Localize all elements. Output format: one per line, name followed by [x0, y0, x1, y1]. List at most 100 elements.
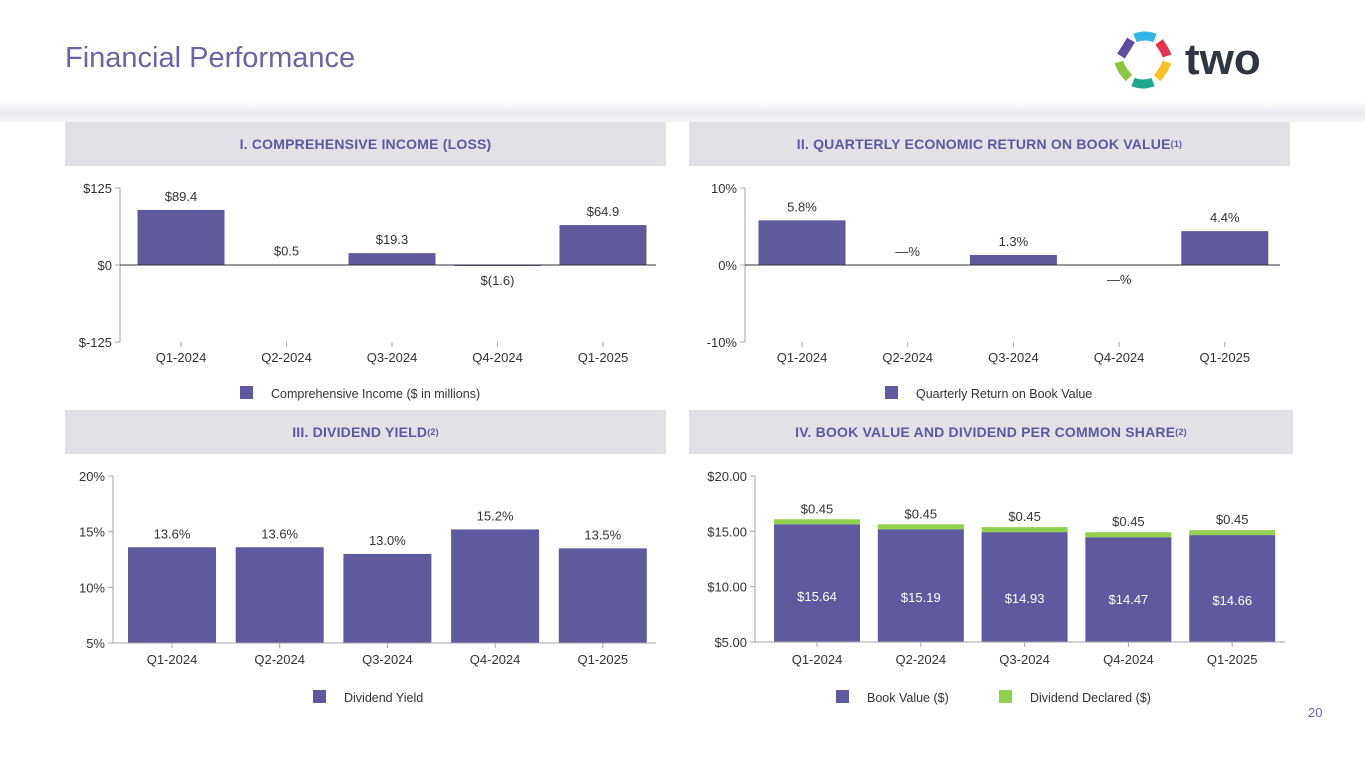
panel-header-comprehensive-income: I. COMPREHENSIVE INCOME (LOSS) — [65, 122, 666, 166]
x-tick-label: Q1-2024 — [792, 652, 843, 667]
bar-q3-2024 — [981, 532, 1068, 642]
x-tick-label: Q2-2024 — [261, 350, 312, 365]
panel-title: III. DIVIDEND YIELD — [292, 424, 428, 440]
y-tick-label: $5.00 — [714, 635, 747, 650]
panel-title: I. COMPREHENSIVE INCOME (LOSS) — [239, 136, 492, 152]
dividend-data-label: $0.45 — [1008, 509, 1041, 524]
company-logo: two — [1114, 31, 1261, 89]
legend-swatch — [313, 690, 326, 703]
x-tick-label: Q2-2024 — [882, 350, 933, 365]
y-tick-label: $125 — [83, 181, 112, 196]
x-tick-label: Q4-2024 — [472, 350, 523, 365]
data-label: 13.0% — [369, 533, 406, 548]
panel-title: IV. BOOK VALUE AND DIVIDEND PER COMMON S… — [795, 424, 1176, 440]
data-label: 4.4% — [1210, 210, 1240, 225]
bar-q3-2024 — [969, 254, 1057, 265]
panel-header-dividend-yield: III. DIVIDEND YIELD (2) — [65, 410, 666, 454]
x-tick-label: Q2-2024 — [254, 652, 305, 667]
footnote-ref: (2) — [1175, 427, 1187, 437]
x-tick-label: Q1-2025 — [578, 652, 629, 667]
bar-q1-2024 — [774, 524, 860, 642]
data-label: —% — [1107, 272, 1132, 287]
x-tick-label: Q1-2025 — [578, 350, 629, 365]
bar-q1-2024 — [128, 547, 216, 643]
dividend-data-label: $0.45 — [905, 506, 938, 521]
data-label: —% — [895, 244, 920, 259]
legend-label: Dividend Declared ($) — [1030, 691, 1151, 705]
data-label: 1.3% — [999, 234, 1029, 249]
dividend-data-label: $0.45 — [1112, 514, 1145, 529]
x-tick-label: Q2-2024 — [896, 652, 947, 667]
book-value-data-label: $14.47 — [1109, 592, 1149, 607]
dividend-bar-q2-2024 — [877, 524, 964, 530]
legend-swatch — [885, 386, 898, 399]
x-tick-label: Q1-2024 — [777, 350, 828, 365]
bar-q2-2024 — [877, 529, 964, 642]
data-label: 15.2% — [477, 508, 514, 523]
y-tick-label: 15% — [79, 525, 105, 540]
y-tick-label: 10% — [711, 181, 737, 196]
book-value-data-label: $15.64 — [797, 589, 837, 604]
legend-swatch — [999, 690, 1012, 703]
x-tick-label: Q3-2024 — [999, 652, 1050, 667]
dividend-bar-q1-2024 — [774, 519, 860, 525]
x-tick-label: Q4-2024 — [1103, 652, 1154, 667]
logo-text: two — [1185, 35, 1261, 84]
y-tick-label: 20% — [79, 469, 105, 484]
x-tick-label: Q4-2024 — [1094, 350, 1145, 365]
bar-q3-2024 — [343, 553, 432, 643]
legend-label: Quarterly Return on Book Value — [916, 387, 1092, 401]
legend-label: Book Value ($) — [867, 691, 949, 705]
y-tick-label: 5% — [86, 636, 105, 651]
book-value-data-label: $14.66 — [1212, 593, 1252, 608]
data-label: 13.5% — [584, 527, 621, 542]
data-label: $89.4 — [165, 189, 198, 204]
x-tick-label: Q3-2024 — [362, 652, 413, 667]
book-value-data-label: $14.93 — [1005, 591, 1045, 606]
y-tick-label: $20.00 — [707, 469, 747, 484]
panel-header-economic-return: II. QUARTERLY ECONOMIC RETURN ON BOOK VA… — [689, 122, 1290, 166]
dividend-data-label: $0.45 — [801, 501, 834, 516]
bar-q4-2024 — [1085, 537, 1172, 642]
bar-q1-2025 — [558, 548, 647, 643]
x-tick-label: Q3-2024 — [367, 350, 418, 365]
x-tick-label: Q1-2024 — [156, 350, 207, 365]
y-tick-label: $-125 — [79, 335, 112, 350]
bar-q4-2024 — [451, 529, 540, 643]
x-tick-label: Q1-2024 — [147, 652, 198, 667]
data-label: 13.6% — [261, 526, 298, 541]
logo-star-icon — [1114, 31, 1172, 89]
data-label: 5.8% — [787, 199, 817, 214]
y-tick-label: -10% — [707, 335, 738, 350]
header-divider — [0, 100, 1365, 122]
data-label: $64.9 — [587, 204, 620, 219]
data-label: $0.5 — [274, 244, 299, 259]
y-tick-label: 10% — [79, 580, 105, 595]
x-tick-label: Q3-2024 — [988, 350, 1039, 365]
bar-q3-2024 — [348, 253, 436, 265]
x-tick-label: Q1-2025 — [1200, 350, 1251, 365]
legend-swatch — [836, 690, 849, 703]
data-label: 13.6% — [154, 526, 191, 541]
page-number: 20 — [1308, 705, 1323, 720]
panel-title: II. QUARTERLY ECONOMIC RETURN ON BOOK VA… — [796, 136, 1171, 152]
dividend-bar-q3-2024 — [981, 527, 1068, 533]
panel-header-book-value: IV. BOOK VALUE AND DIVIDEND PER COMMON S… — [689, 410, 1293, 454]
y-tick-label: $10.00 — [707, 580, 747, 595]
dividend-bar-q1-2025 — [1189, 530, 1276, 536]
book-value-data-label: $15.19 — [901, 590, 941, 605]
footnote-ref: (1) — [1170, 139, 1183, 149]
bar-q2-2024 — [235, 547, 324, 643]
bar-q1-2025 — [1181, 231, 1269, 265]
footnote-ref: (2) — [427, 427, 439, 437]
data-label: $(1.6) — [481, 273, 515, 288]
data-label: $19.3 — [376, 232, 409, 247]
legend-label: Comprehensive Income ($ in millions) — [271, 387, 480, 401]
y-tick-label: $0 — [98, 258, 112, 273]
bar-q1-2024 — [137, 209, 225, 265]
bar-q1-2024 — [758, 220, 846, 265]
page-title: Financial Performance — [65, 42, 356, 74]
bar-q1-2025 — [559, 225, 647, 265]
dividend-bar-q4-2024 — [1085, 532, 1172, 538]
